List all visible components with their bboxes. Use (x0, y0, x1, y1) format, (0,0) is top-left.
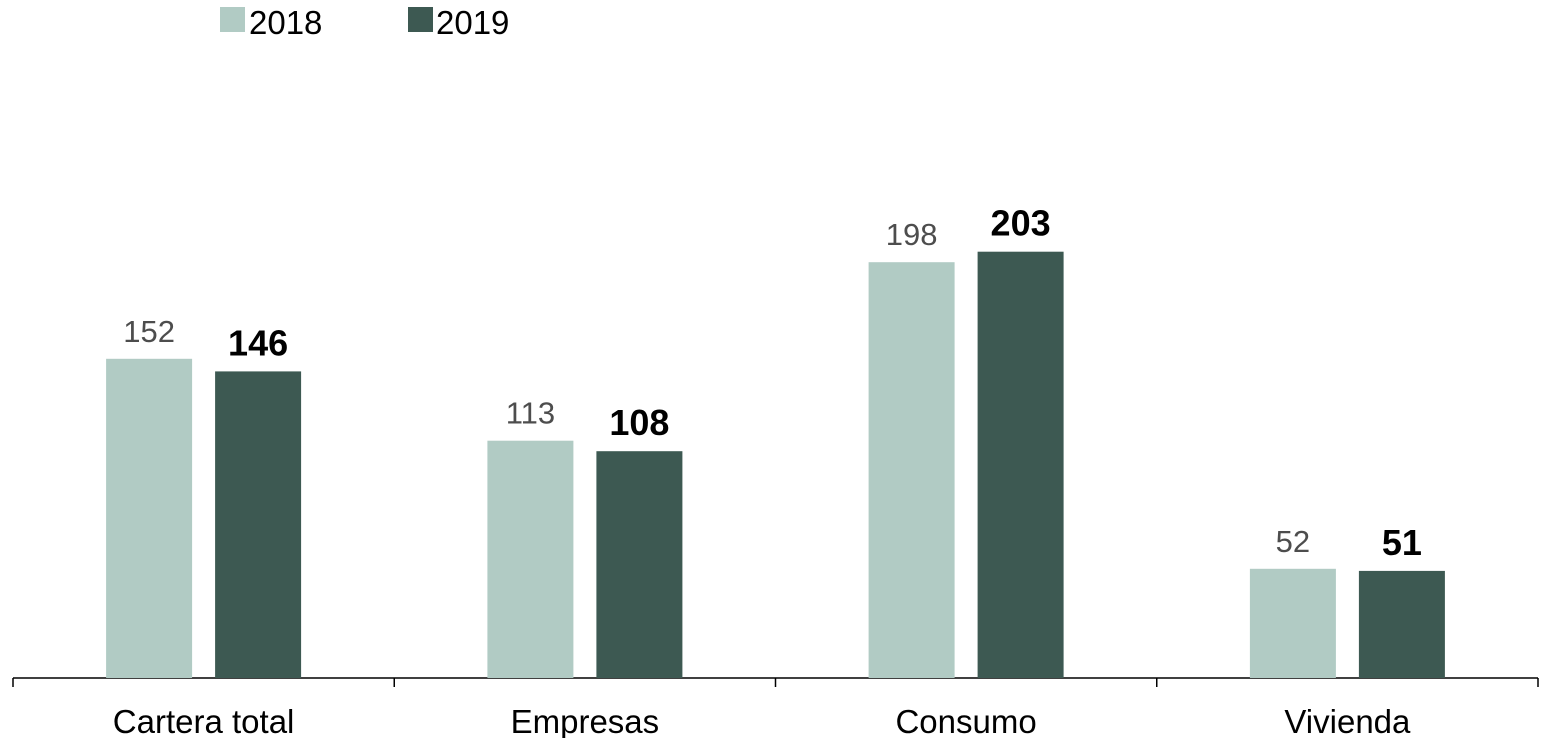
bar-vivienda-2019 (1358, 570, 1445, 678)
legend-swatch-2019 (408, 7, 433, 32)
bar-consumo-2019 (977, 251, 1064, 678)
value-label-cartera-total-2019: 146 (228, 322, 288, 363)
value-label-consumo-2018: 198 (886, 217, 938, 252)
category-label-cartera-total: Cartera total (113, 703, 295, 738)
bar-vivienda-2018 (1249, 568, 1336, 678)
legend-label-2018: 2018 (249, 4, 322, 41)
value-label-empresas-2019: 108 (609, 402, 669, 443)
x-axis (12, 677, 1539, 687)
bar-cartera-total-2018 (106, 358, 193, 678)
value-label-vivienda-2018: 52 (1276, 524, 1310, 559)
category-label-vivienda: Vivienda (1284, 703, 1411, 738)
legend: 2018 2019 (220, 4, 509, 41)
bar-empresas-2019 (596, 451, 683, 678)
value-labels: 152 146 113 108 198 203 52 51 (123, 203, 1422, 563)
category-labels: Cartera total Empresas Consumo Vivienda (113, 703, 1411, 738)
value-label-vivienda-2019: 51 (1382, 522, 1422, 563)
value-label-empresas-2018: 113 (506, 396, 555, 431)
value-label-consumo-2019: 203 (991, 203, 1051, 244)
value-label-cartera-total-2018: 152 (123, 314, 175, 349)
bar-cartera-total-2019 (215, 371, 302, 678)
legend-label-2019: 2019 (436, 4, 509, 41)
bar-consumo-2018 (868, 262, 955, 678)
legend-swatch-2018 (220, 7, 245, 32)
bars (106, 251, 1445, 678)
category-label-empresas: Empresas (511, 703, 660, 738)
category-label-consumo: Consumo (895, 703, 1036, 738)
bar-empresas-2018 (487, 440, 574, 678)
